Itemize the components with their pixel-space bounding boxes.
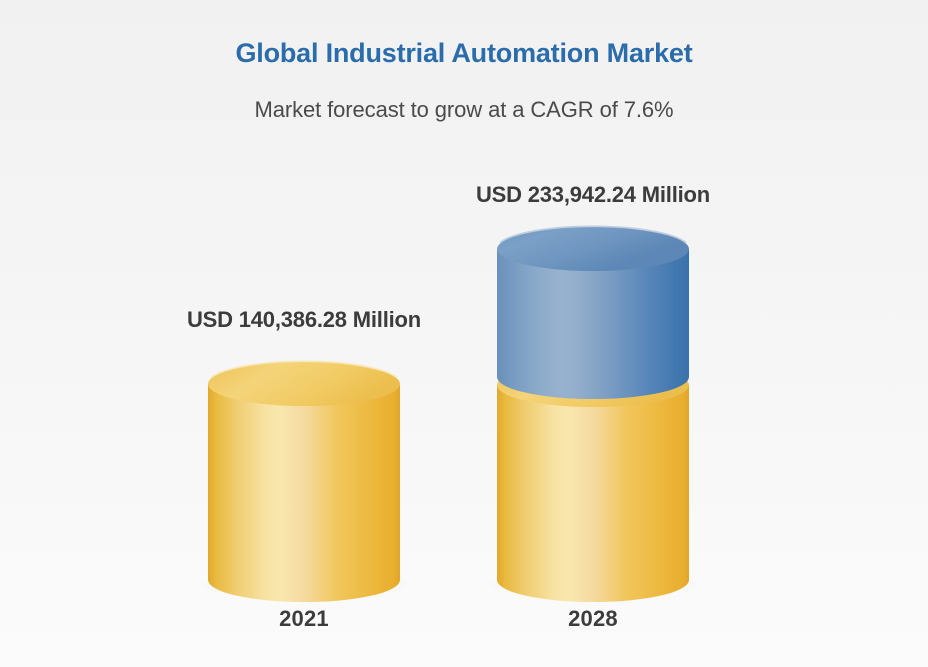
value-label-2021: USD 140,386.28 Million [186, 307, 422, 332]
category-label-2028: 2028 [568, 606, 618, 631]
cylinder-2028[interactable] [478, 217, 708, 612]
cylinder-rim-highlight-2028 [499, 225, 687, 244]
value-label-2028: USD 233,942.24 Million [475, 182, 711, 207]
cylinder-2021[interactable] [189, 352, 419, 612]
chart-subtitle: Market forecast to grow at a CAGR of 7.6… [254, 97, 674, 122]
chart-title: Global Industrial Automation Market [235, 38, 693, 68]
cylinder-top-cap-2028 [497, 227, 689, 271]
cylinder-segment-base-2028 [497, 385, 689, 602]
cylinder-rim-highlight-2021 [210, 360, 398, 379]
cylinder-segment-growth-2028 [497, 249, 689, 399]
cylinder-body-2021 [208, 384, 400, 602]
category-label-2021: 2021 [279, 606, 329, 631]
cylinder-top-cap-2021 [208, 362, 400, 406]
